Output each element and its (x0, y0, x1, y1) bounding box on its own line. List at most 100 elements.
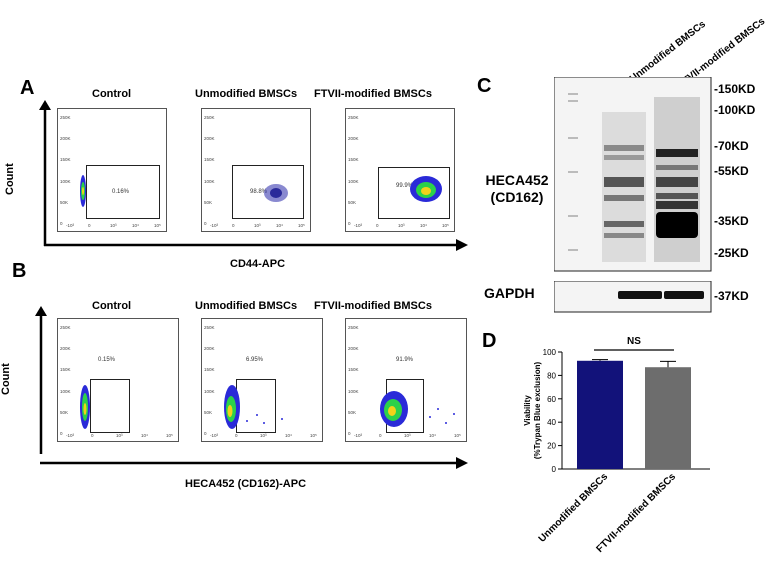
panel-b-plot1-title: Control (92, 300, 132, 312)
x-tick-label: -10³ (210, 433, 219, 438)
y-tick-label: 250K (204, 325, 215, 330)
y-axis-label: (%Trypan Blue exclusion) (533, 361, 542, 459)
density-cloud (380, 391, 455, 427)
x-tick-label: 10⁵ (310, 433, 317, 438)
x-tick-label: 10³ (404, 433, 411, 438)
panel-a-letter: A (20, 77, 35, 99)
marker-25: -25KD (714, 246, 749, 260)
x-tick-label: 10³ (260, 433, 267, 438)
y-tick-label: 100 (543, 348, 557, 357)
viability-bar-chart: 0 20 40 60 80 100 Viability (%Trypan Blue exclu… (523, 336, 710, 555)
y-tick-label: 200K (348, 346, 359, 352)
x-tick-label: 10⁴ (420, 223, 427, 228)
marker-150: -150KD (714, 82, 756, 96)
x-tick-label: 0 (379, 433, 382, 438)
panel-b-x-arrow (40, 457, 468, 469)
x-tick-label: -10³ (354, 433, 363, 438)
x-tick-label: 10⁵ (298, 223, 305, 228)
x-tick-label: -10³ (66, 223, 75, 228)
y-tick-label: 50K (204, 409, 213, 415)
x-tick-label: 0 (91, 433, 94, 438)
y-tick-label: 0 (204, 221, 207, 226)
y-tick-label: 100K (204, 388, 215, 394)
y-tick-label: 100K (204, 178, 215, 184)
y-tick-label: 0 (60, 431, 63, 436)
gate-percent: 91.9% (396, 357, 414, 363)
y-tick-label: 50K (60, 199, 69, 205)
y-tick-label: 20 (547, 442, 556, 451)
y-tick-label: 150K (60, 367, 71, 373)
y-tick-label: 50K (60, 409, 69, 415)
x-tick-label: -10³ (66, 433, 75, 438)
y-tick-label: 250K (204, 115, 215, 120)
y-tick-label: 60 (547, 395, 556, 404)
gate-percent: 6.95% (246, 357, 264, 363)
marker-35: -35KD (714, 214, 749, 228)
density-cloud (410, 176, 442, 202)
blot-label-line2: (CD162) (490, 189, 544, 205)
panel-c-letter: C (477, 75, 492, 97)
y-tick-label: 50K (348, 199, 357, 205)
panel-a-plot3: 99.9% 250K 200K 150K 100K 50K 0 -10³ 0 10³ 10⁴ 10⁵ (345, 108, 455, 232)
gate (232, 165, 304, 219)
x-tick-label: 10⁴ (276, 223, 283, 228)
y-tick-label: 200K (348, 136, 359, 142)
panel-a-y-arrow (39, 100, 51, 246)
y-tick-label: 80 (547, 371, 556, 380)
blot-label-line1: HECA452 (485, 172, 549, 188)
density-cloud (264, 184, 288, 202)
y-tick-label: 50K (204, 199, 213, 205)
x-tick-label: 10⁴ (132, 223, 139, 228)
y-tick-label: 150K (204, 157, 215, 163)
panel-b-plot2-title: Unmodified BMSCs (195, 300, 298, 312)
y-tick-label: 200K (60, 136, 71, 142)
y-tick-label: 150K (204, 367, 215, 373)
category-label: Unmodified BMSCs (537, 471, 611, 545)
significance-label: NS (627, 336, 641, 347)
y-tick-label: 250K (348, 115, 359, 120)
gate-percent: 99.9% (396, 183, 414, 189)
marker-70: -70KD (714, 139, 749, 153)
panel-a-plot1: 0.16% 250K 200K 150K 100K 50K 0 -10³ 0 10³ 10⁴ 10⁵ (57, 108, 167, 232)
blot-label: HECA452 (CD162) (478, 172, 556, 206)
x-tick-label: 0 (376, 223, 379, 228)
gapdh-blot (554, 281, 712, 313)
y-tick-label: 200K (204, 136, 215, 142)
bar-2 (645, 367, 691, 469)
density-cloud (224, 385, 283, 429)
western-blot (554, 77, 712, 272)
x-tick-label: 10⁴ (141, 433, 148, 438)
panel-b-letter: B (12, 260, 27, 282)
panel-a-plot1-title: Control (92, 88, 132, 100)
panel-d-letter: D (482, 330, 497, 352)
x-tick-label: -10³ (210, 223, 219, 228)
y-tick-label: 100K (348, 178, 359, 184)
x-tick-label: 10³ (116, 433, 123, 438)
panel-b-plot3-title: FTVII-modified BMSCs (314, 300, 432, 312)
panel-a-x-arrow (44, 239, 468, 251)
x-tick-label: 10³ (254, 223, 261, 228)
marker-100: -100KD (714, 103, 756, 117)
y-tick-label: 50K (348, 409, 357, 415)
panel-b-plot1: 0.15% 250K 200K 150K 100K 50K 0 -10³ 0 10³ 10⁴ 10⁵ (57, 318, 179, 442)
y-tick-label: 200K (60, 346, 71, 352)
x-tick-label: 10³ (398, 223, 405, 228)
y-tick-label: 250K (60, 325, 71, 330)
panel-b-y-label: Count (0, 363, 12, 395)
x-tick-label: 10⁵ (154, 223, 161, 228)
y-tick-label: 0 (204, 431, 207, 436)
y-tick-label: 40 (547, 418, 556, 427)
x-tick-label: 0 (88, 223, 91, 228)
panel-a-plot2-title: Unmodified BMSCs (195, 88, 298, 100)
y-tick-label: 200K (204, 346, 215, 352)
gate-percent: 0.15% (98, 357, 116, 363)
panel-a-plot3-title: FTVII-modified BMSCs (314, 88, 432, 100)
gate (378, 167, 450, 219)
x-tick-label: 10⁴ (285, 433, 292, 438)
y-tick-label: 250K (60, 115, 71, 120)
gate (90, 379, 130, 433)
x-tick-label: 10⁵ (454, 433, 461, 438)
marker-37: -37KD (714, 289, 749, 303)
x-tick-label: 10³ (110, 223, 117, 228)
y-axis-label: Viability (523, 395, 532, 426)
